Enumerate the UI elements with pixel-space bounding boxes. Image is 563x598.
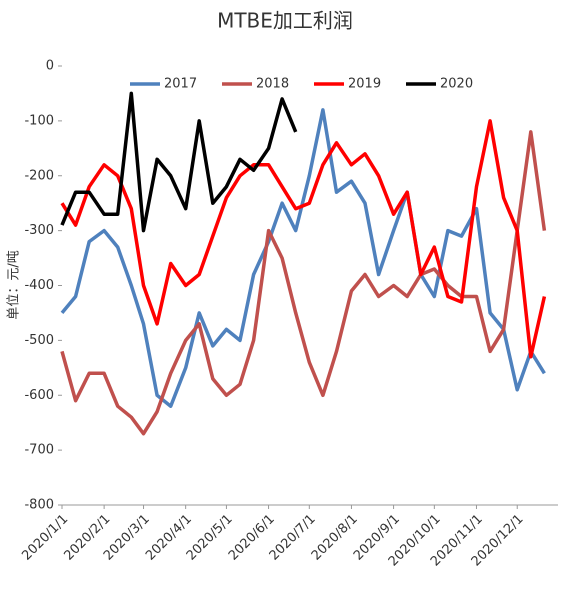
chart-title: MTBE加工利润 (217, 9, 353, 33)
legend-label: 2020 (440, 77, 473, 92)
legend-label: 2019 (348, 77, 381, 92)
y-tick-label: -200 (24, 168, 54, 183)
y-tick-label: -500 (24, 333, 54, 348)
y-axis-label: 单位：元/吨 (7, 250, 22, 319)
y-tick-label: -600 (24, 388, 54, 403)
y-tick-label: -700 (24, 443, 54, 458)
y-tick-label: -800 (24, 498, 54, 513)
series-line (60, 91, 298, 233)
y-tick-label: -400 (24, 278, 54, 293)
legend-label: 2017 (164, 77, 197, 92)
series-line (60, 119, 547, 359)
series-line (60, 130, 547, 436)
series-line (60, 108, 546, 408)
y-tick-label: -300 (24, 223, 54, 238)
legend-label: 2018 (256, 77, 289, 92)
y-tick-label: -100 (24, 113, 54, 128)
y-tick-label: 0 (46, 59, 54, 74)
